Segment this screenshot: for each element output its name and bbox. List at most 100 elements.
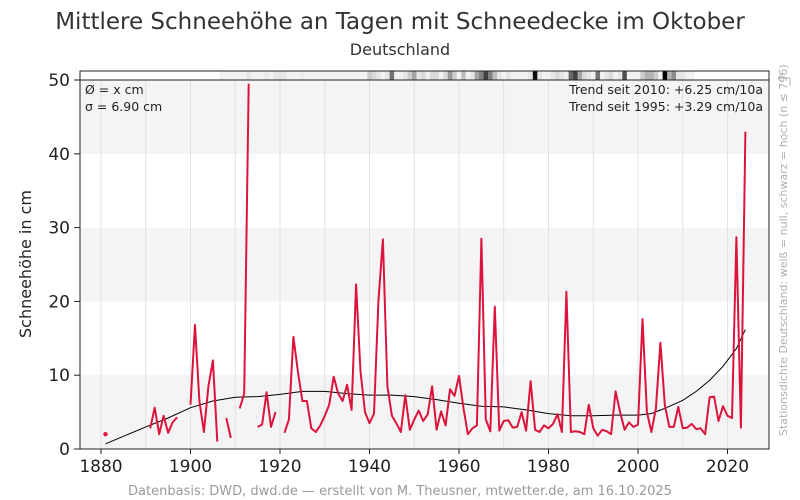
density-cell bbox=[385, 71, 390, 80]
density-cell bbox=[277, 71, 283, 80]
density-cell bbox=[376, 71, 381, 80]
series-segment bbox=[149, 406, 178, 436]
series-segment bbox=[225, 417, 232, 439]
density-cell bbox=[505, 71, 511, 80]
trend-path bbox=[105, 329, 746, 445]
vertical-gridlines bbox=[100, 80, 728, 449]
x-tick-label: 2020 bbox=[706, 457, 749, 477]
x-tick-label: 1940 bbox=[348, 457, 391, 477]
density-cell bbox=[331, 71, 337, 80]
density-cell bbox=[407, 71, 413, 80]
density-cell bbox=[318, 71, 323, 80]
density-cell bbox=[680, 71, 686, 80]
density-cell bbox=[429, 71, 435, 80]
density-cell bbox=[295, 71, 301, 80]
density-cell bbox=[532, 71, 538, 80]
density-cell bbox=[617, 71, 623, 80]
density-cell bbox=[622, 71, 628, 80]
snow-depth-series bbox=[103, 83, 747, 442]
density-cell bbox=[224, 71, 229, 80]
density-cell bbox=[358, 71, 364, 80]
density-cell bbox=[586, 71, 592, 80]
density-cell bbox=[313, 71, 319, 80]
density-cell bbox=[362, 71, 368, 80]
density-cell bbox=[335, 71, 341, 80]
chart-subtitle: Deutschland bbox=[350, 40, 450, 59]
density-cell bbox=[555, 71, 560, 80]
density-cell bbox=[412, 71, 417, 80]
series-segment bbox=[283, 131, 747, 437]
density-cell bbox=[591, 71, 596, 80]
density-cell bbox=[443, 71, 449, 80]
trend-line bbox=[105, 329, 746, 445]
density-cell bbox=[219, 71, 225, 80]
density-cell bbox=[237, 71, 243, 80]
density-cell bbox=[300, 71, 305, 80]
chart-title: Mittlere Schneehöhe an Tagen mit Schneed… bbox=[55, 9, 745, 35]
density-cell bbox=[550, 71, 556, 80]
density-cell bbox=[456, 71, 462, 80]
density-cell bbox=[353, 71, 359, 80]
density-cell bbox=[465, 71, 471, 80]
density-cell bbox=[259, 71, 265, 80]
density-cell bbox=[573, 71, 578, 80]
density-cell bbox=[689, 71, 695, 80]
density-cell bbox=[264, 71, 270, 80]
density-cell bbox=[667, 71, 672, 80]
density-cell bbox=[291, 71, 296, 80]
density-cell bbox=[595, 71, 601, 80]
density-cell bbox=[483, 71, 489, 80]
density-cell bbox=[322, 71, 328, 80]
source-note: Datenbasis: DWD, dwd.de — erstellt von M… bbox=[128, 484, 672, 499]
density-cell bbox=[599, 71, 605, 80]
density-cell bbox=[367, 71, 373, 80]
density-cell bbox=[438, 71, 444, 80]
x-tick-label: 2000 bbox=[616, 457, 659, 477]
density-cell bbox=[340, 71, 346, 80]
density-cell bbox=[577, 71, 583, 80]
density-cell bbox=[582, 71, 587, 80]
density-cell bbox=[447, 71, 453, 80]
density-cell bbox=[564, 71, 569, 80]
density-cell bbox=[568, 71, 574, 80]
density-cell bbox=[434, 71, 440, 80]
density-cell bbox=[371, 71, 377, 80]
density-cell bbox=[604, 71, 610, 80]
density-cell bbox=[349, 71, 355, 80]
density-cell bbox=[608, 71, 614, 80]
density-cell bbox=[644, 71, 650, 80]
band-40-50 bbox=[80, 80, 769, 154]
density-cell bbox=[233, 71, 238, 80]
density-cell bbox=[613, 71, 619, 80]
x-tick-label: 1960 bbox=[437, 457, 480, 477]
y-tick-label: 20 bbox=[48, 292, 70, 312]
y-tick-label: 50 bbox=[48, 71, 70, 91]
sigma-annotation: σ = 6.90 cm bbox=[85, 99, 162, 114]
density-cell bbox=[528, 71, 534, 80]
x-tick-label: 1880 bbox=[79, 457, 122, 477]
y-tick-label: 30 bbox=[48, 219, 70, 239]
density-cell bbox=[559, 71, 565, 80]
density-cell bbox=[492, 71, 498, 80]
station-density-label: Stationsdichte Deutschland: weiß = null,… bbox=[777, 64, 790, 436]
y-tick-label: 10 bbox=[48, 366, 70, 386]
density-cell bbox=[470, 71, 475, 80]
density-cell bbox=[273, 71, 279, 80]
density-cell bbox=[452, 71, 458, 80]
density-cell bbox=[416, 71, 422, 80]
band-20-30 bbox=[80, 227, 769, 302]
plot-frame bbox=[79, 70, 770, 450]
density-cell bbox=[304, 71, 310, 80]
density-cell bbox=[662, 71, 668, 80]
density-cell bbox=[286, 71, 292, 80]
density-cell bbox=[241, 71, 247, 80]
density-cell bbox=[546, 71, 552, 80]
density-cell bbox=[228, 71, 234, 80]
density-cell bbox=[684, 71, 690, 80]
density-cell bbox=[541, 71, 547, 80]
density-cell bbox=[519, 71, 525, 80]
density-cell bbox=[394, 71, 399, 80]
density-cell bbox=[488, 71, 493, 80]
density-cell bbox=[523, 71, 529, 80]
